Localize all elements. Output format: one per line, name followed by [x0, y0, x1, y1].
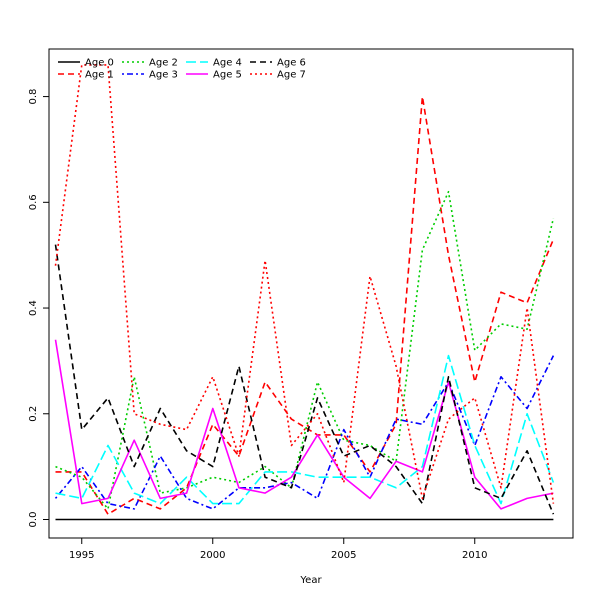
x-tick-label-1995: 1995 — [69, 550, 94, 561]
y-axis: 0.0 0.2 0.4 0.6 0.8 — [28, 89, 49, 528]
y-tick-label-0.0: 0.0 — [28, 512, 39, 528]
y-tick-label-0.2: 0.2 — [28, 406, 39, 422]
legend-label-age-3: Age 3 — [149, 70, 178, 81]
x-axis: 1995 2000 2005 2010 — [69, 538, 487, 561]
legend-label-age-1: Age 1 — [85, 70, 114, 81]
legend-label-age-7: Age 7 — [277, 70, 306, 81]
y-tick-label-0.8: 0.8 — [28, 89, 39, 105]
series-line-age-1 — [55, 95, 555, 516]
plot-frame — [48, 48, 574, 539]
series-layer — [54, 64, 555, 521]
y-tick-label-0.6: 0.6 — [28, 194, 39, 210]
series-line-age-4 — [55, 354, 555, 505]
series-line-age-7 — [54, 64, 555, 504]
legend-label-age-4: Age 4 — [213, 58, 242, 69]
series-line-age-2 — [55, 190, 555, 510]
x-tick-label-2005: 2005 — [331, 550, 356, 561]
legend-label-age-6: Age 6 — [277, 58, 306, 69]
x-tick-label-2000: 2000 — [200, 550, 225, 561]
series-line-age-5 — [54, 339, 554, 510]
legend-label-age-5: Age 5 — [213, 70, 242, 81]
legend-label-age-2: Age 2 — [149, 58, 178, 69]
legend-label-age-0: Age 0 — [85, 58, 114, 69]
series-line-age-3 — [54, 355, 555, 510]
series-line-age-6 — [54, 244, 555, 515]
x-axis-title: Year — [299, 575, 322, 586]
y-tick-label-0.4: 0.4 — [28, 300, 39, 316]
x-tick-label-2010: 2010 — [462, 550, 487, 561]
